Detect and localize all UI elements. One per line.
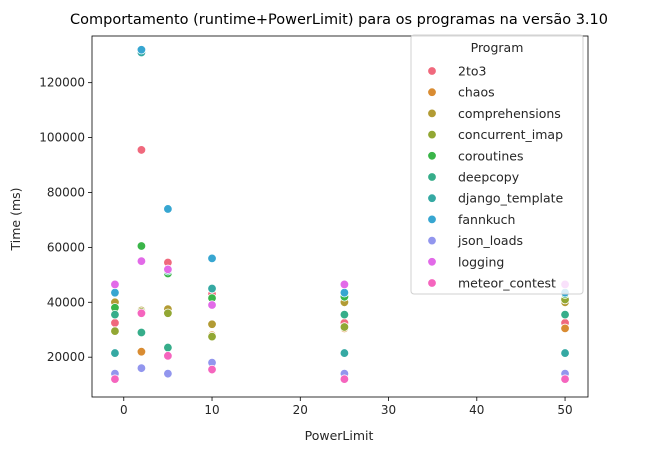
legend-label: django_template xyxy=(458,191,564,206)
legend-marker xyxy=(427,193,437,203)
data-point-deepcopy xyxy=(136,327,147,338)
data-point-fannkuch xyxy=(339,287,350,298)
data-point-meteor_contest xyxy=(339,374,350,384)
data-point-logging xyxy=(207,300,217,310)
legend-marker xyxy=(427,214,437,225)
legend-marker xyxy=(427,87,437,97)
y-tick-label: 20000 xyxy=(47,350,85,364)
legend-box xyxy=(410,34,584,295)
data-point-logging xyxy=(339,279,350,290)
data-point-2to3 xyxy=(110,318,120,328)
legend-marker xyxy=(427,66,437,76)
legend-marker xyxy=(427,129,437,140)
x-tick-label: 10 xyxy=(204,403,219,417)
data-point-meteor_contest xyxy=(110,374,120,384)
data-point-meteor_contest xyxy=(207,364,217,375)
data-point-deepcopy xyxy=(560,309,570,320)
data-point-deepcopy xyxy=(110,309,120,320)
legend-label: concurrent_imap xyxy=(458,127,563,142)
data-point-django_template xyxy=(339,348,350,358)
data-point-meteor_contest xyxy=(136,308,147,318)
x-tick-label: 40 xyxy=(469,403,484,417)
data-point-concurrent_imap xyxy=(207,331,217,342)
data-point-concurrent_imap xyxy=(110,326,120,336)
data-point-comprehensions xyxy=(207,319,217,329)
legend-marker xyxy=(427,108,437,119)
data-point-fannkuch xyxy=(163,204,173,214)
legend-marker xyxy=(427,235,437,246)
x-axis-label: PowerLimit xyxy=(305,428,374,443)
legend-marker xyxy=(427,278,437,288)
data-point-fannkuch xyxy=(207,253,217,264)
x-tick-label: 50 xyxy=(557,403,572,417)
data-point-coroutines xyxy=(136,241,147,251)
legend-label: chaos xyxy=(458,85,495,100)
legend-title: Program xyxy=(471,40,524,55)
data-point-chaos xyxy=(560,323,570,334)
legend-label: comprehensions xyxy=(458,106,561,121)
x-axis: 0 10 20 30 40 50 xyxy=(120,397,573,417)
y-tick-label: 40000 xyxy=(47,295,85,309)
y-tick-label: 120000 xyxy=(39,76,85,90)
data-point-json_loads xyxy=(136,363,147,373)
data-point-django_template xyxy=(560,348,570,358)
data-point-json_loads xyxy=(163,368,173,379)
legend-label: deepcopy xyxy=(458,170,520,185)
y-tick-label: 60000 xyxy=(47,240,85,254)
x-tick-label: 20 xyxy=(293,403,308,417)
x-tick-label: 30 xyxy=(381,403,396,417)
legend-label: coroutines xyxy=(458,148,523,163)
legend-label: 2to3 xyxy=(458,64,486,79)
chart-title: Comportamento (runtime+PowerLimit) para … xyxy=(70,12,608,28)
data-point-meteor_contest xyxy=(560,374,570,384)
data-point-concurrent_imap xyxy=(339,322,350,332)
y-axis-label: Time (ms) xyxy=(8,187,23,251)
legend-marker xyxy=(427,257,437,267)
legend-label: json_loads xyxy=(457,233,523,248)
data-point-meteor_contest xyxy=(163,351,173,361)
data-point-concurrent_imap xyxy=(163,308,173,318)
y-tick-label: 80000 xyxy=(47,185,85,199)
legend-label: meteor_contest xyxy=(458,276,556,291)
data-point-django_template xyxy=(110,348,120,358)
y-axis: 20000 40000 60000 80000 100000 120000 xyxy=(39,76,92,364)
legend: Program 2to3 chaos comprehensions concurrent… xyxy=(410,34,584,295)
data-point-django_template xyxy=(207,283,217,294)
data-point-logging xyxy=(110,279,120,290)
data-point-2to3 xyxy=(136,145,147,155)
legend-label: logging xyxy=(458,254,504,269)
data-point-deepcopy xyxy=(339,309,350,320)
legend-marker xyxy=(427,151,437,161)
x-tick-label: 0 xyxy=(120,403,128,417)
legend-label: fannkuch xyxy=(458,212,515,227)
data-point-chaos xyxy=(136,347,147,357)
legend-marker xyxy=(427,172,437,182)
data-point-fannkuch xyxy=(110,287,120,298)
data-point-logging xyxy=(163,264,173,275)
data-point-deepcopy xyxy=(163,342,173,353)
data-point-fannkuch xyxy=(136,45,147,55)
y-tick-label: 100000 xyxy=(39,131,85,145)
data-point-logging xyxy=(136,256,147,266)
